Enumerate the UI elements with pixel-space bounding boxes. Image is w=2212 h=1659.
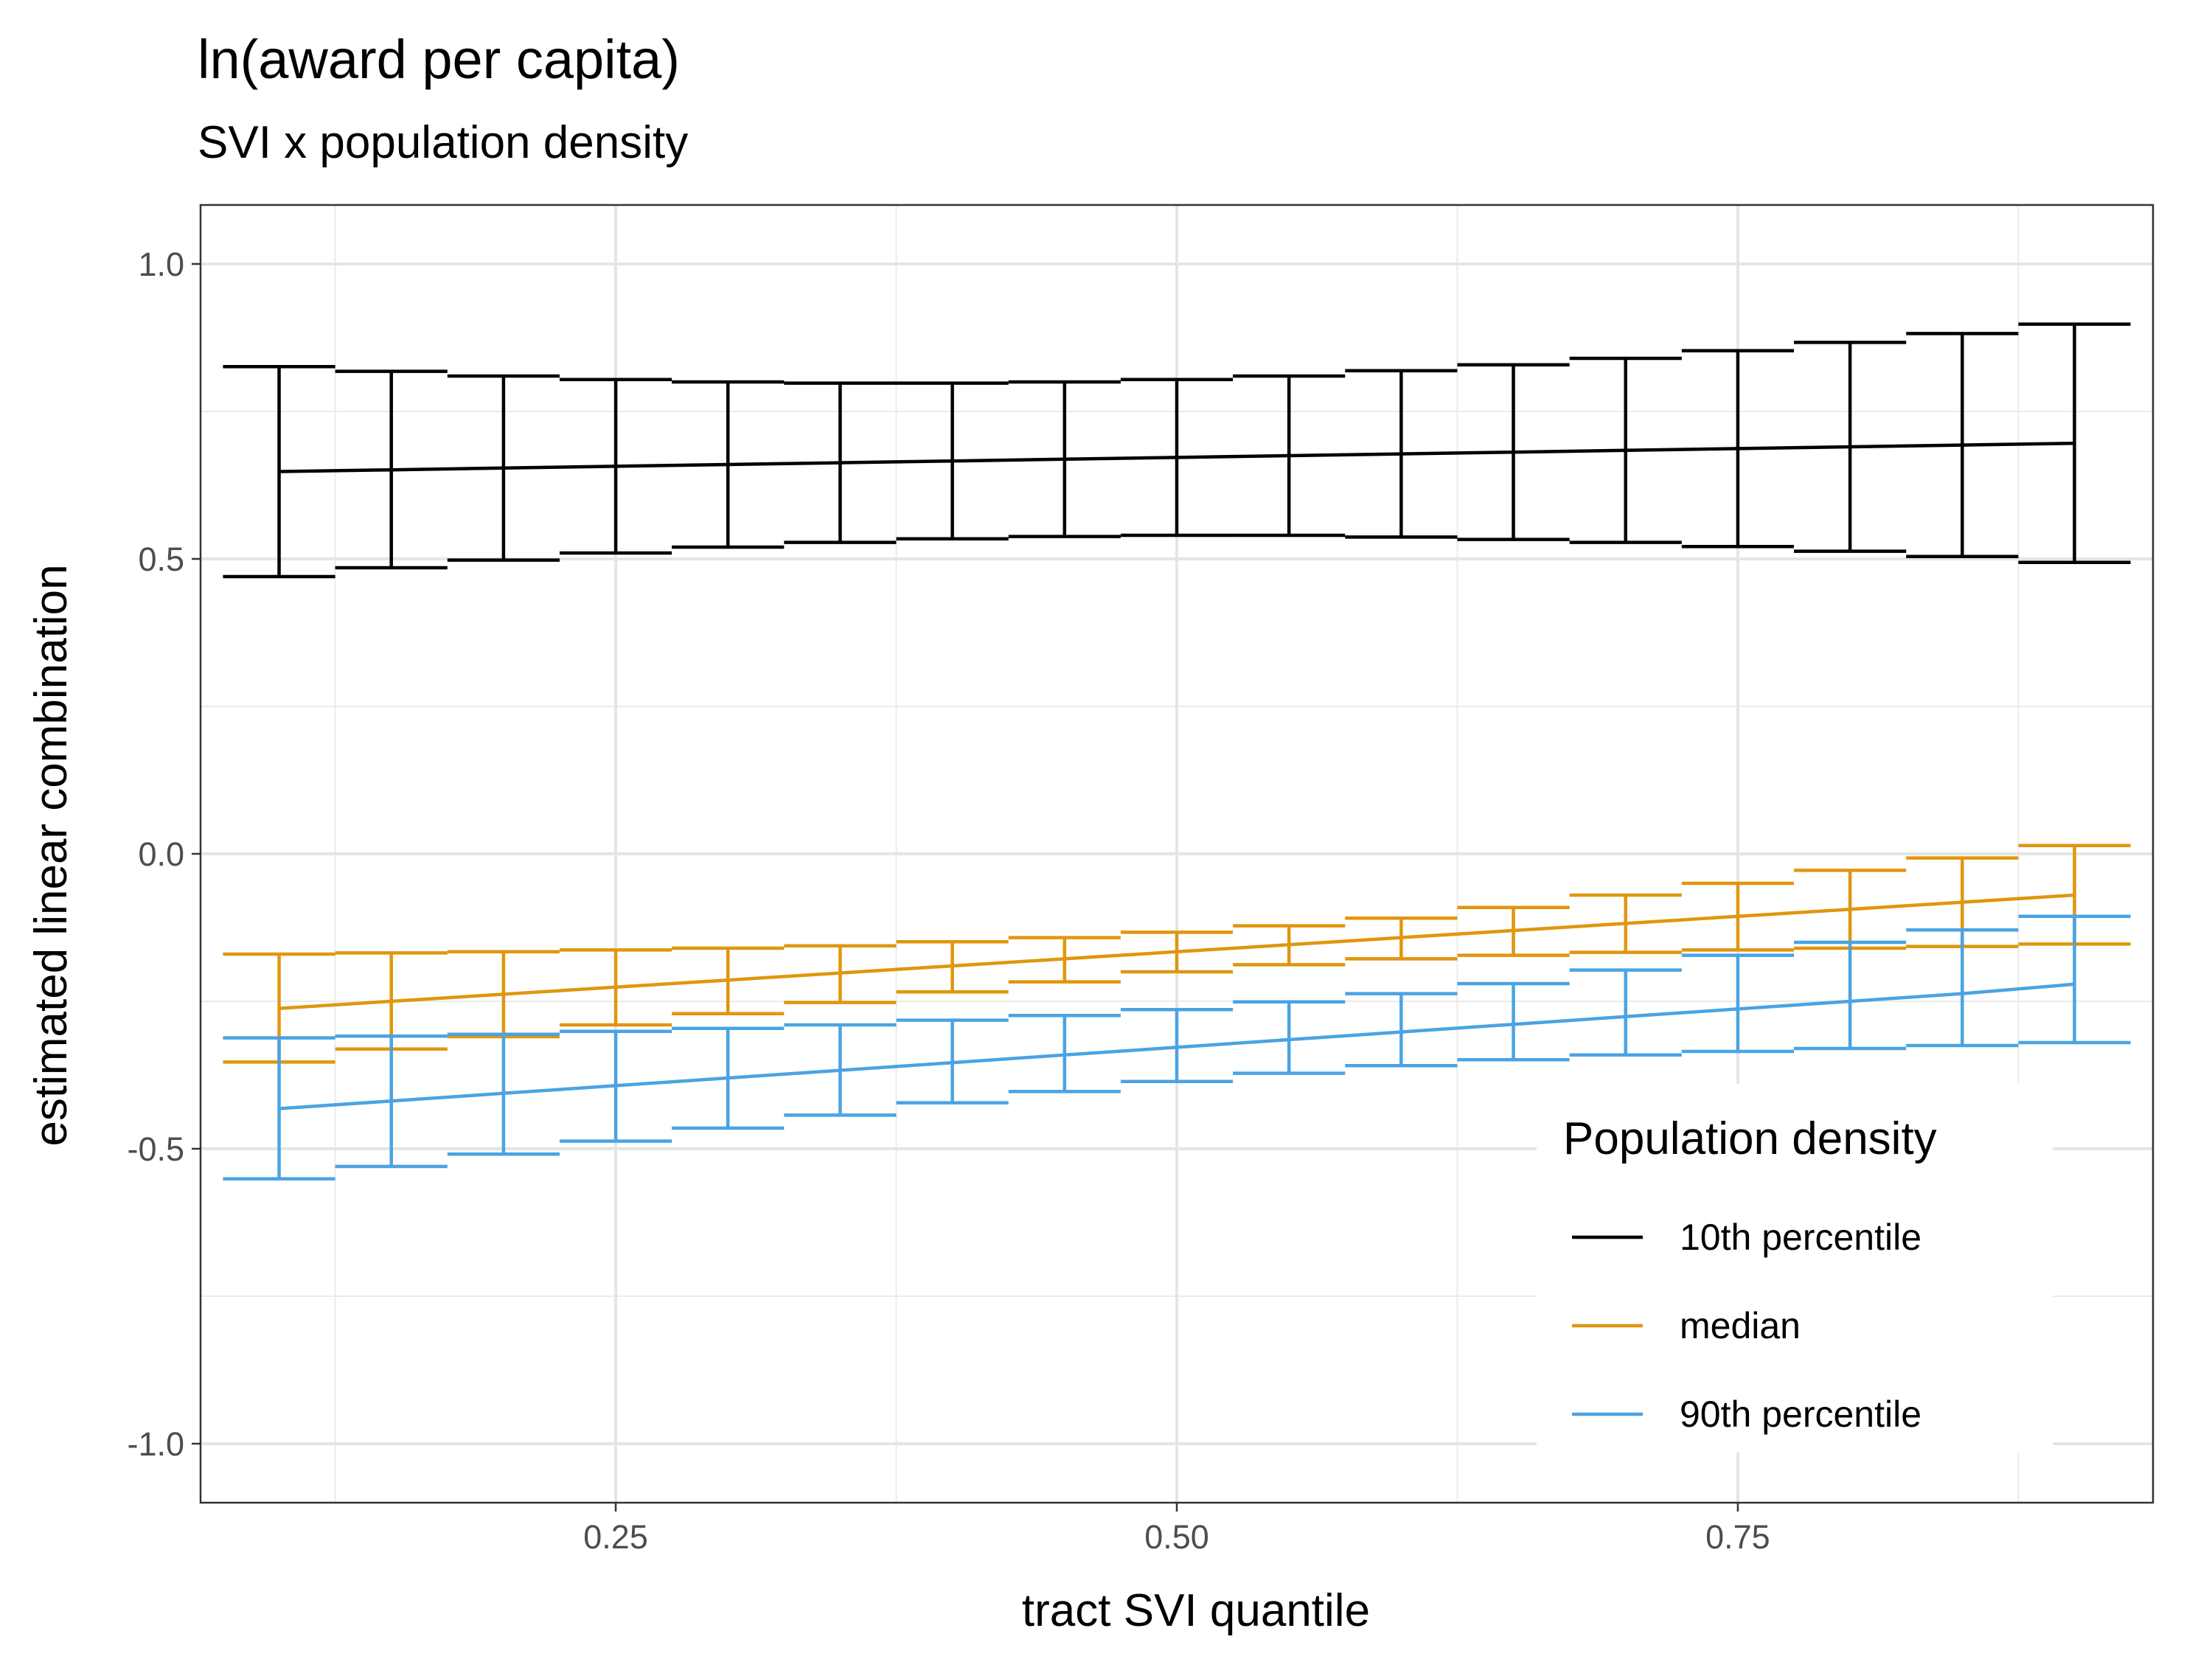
x-tick-label: 0.75 bbox=[1705, 1518, 1770, 1556]
series-layer bbox=[223, 322, 2131, 1181]
chart-title: ln(award per capita) bbox=[198, 29, 680, 90]
y-tick-label: 0.5 bbox=[138, 540, 184, 578]
x-axis-ticks: 0.25 0.50 0.75 bbox=[583, 1503, 1770, 1556]
series-1 bbox=[223, 322, 2131, 579]
series-line bbox=[279, 441, 2075, 473]
legend-background bbox=[1537, 1084, 2053, 1453]
legend-title: Population density bbox=[1563, 1113, 1937, 1164]
legend: Population density 10th percentile median… bbox=[1537, 1084, 2053, 1453]
series-line bbox=[279, 982, 2075, 1110]
series-line bbox=[279, 893, 2075, 1010]
x-tick-label: 0.50 bbox=[1144, 1518, 1209, 1556]
y-axis-title: estimated linear combination bbox=[26, 564, 77, 1146]
y-tick-label: 0.0 bbox=[138, 835, 184, 873]
legend-label: 90th percentile bbox=[1680, 1394, 1921, 1435]
legend-label: 10th percentile bbox=[1680, 1217, 1921, 1258]
chart-subtitle: SVI x population density bbox=[198, 117, 688, 168]
y-axis-ticks: -1.0 -0.5 0.0 0.5 1.0 bbox=[127, 246, 201, 1463]
x-axis-title: tract SVI quantile bbox=[1022, 1585, 1370, 1636]
y-tick-label: -0.5 bbox=[127, 1130, 184, 1168]
series-2 bbox=[223, 844, 2131, 1064]
y-tick-label: -1.0 bbox=[127, 1425, 184, 1463]
legend-items: 10th percentile median 90th percentile bbox=[1572, 1217, 1921, 1435]
series-3 bbox=[223, 914, 2131, 1181]
x-tick-label: 0.25 bbox=[583, 1518, 648, 1556]
y-tick-label: 1.0 bbox=[138, 246, 184, 283]
legend-label: median bbox=[1680, 1305, 1801, 1346]
